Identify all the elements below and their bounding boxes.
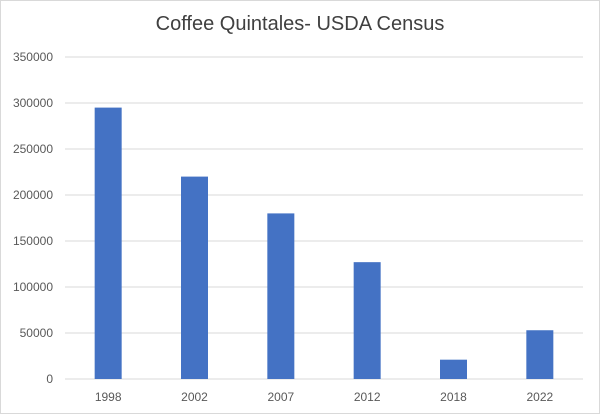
bar-1998 xyxy=(94,107,122,379)
y-tick-label: 250000 xyxy=(13,142,53,156)
bar-2022 xyxy=(526,330,554,379)
chart-title: Coffee Quintales- USDA Census xyxy=(155,13,445,35)
x-tick-label: 2002 xyxy=(181,390,208,404)
bar-2018 xyxy=(440,359,467,379)
x-tick-label: 2018 xyxy=(440,390,467,404)
y-tick-label: 350000 xyxy=(13,50,53,64)
x-tick-label: 2012 xyxy=(354,390,381,404)
y-axis-ticks: 0 50000 100000 150000 200000 250000 300000 3500… xyxy=(13,50,53,386)
y-tick-label: 0 xyxy=(46,372,53,386)
gridlines xyxy=(65,56,583,380)
x-axis-ticks: 1998 2002 2007 2012 2018 2022 xyxy=(95,390,554,404)
y-tick-label: 300000 xyxy=(13,96,53,110)
y-tick-label: 50000 xyxy=(20,326,54,340)
y-tick-label: 150000 xyxy=(13,234,53,248)
x-tick-label: 1998 xyxy=(95,390,122,404)
y-tick-label: 200000 xyxy=(13,188,53,202)
y-tick-label: 100000 xyxy=(13,280,53,294)
bar-2012 xyxy=(353,262,381,379)
x-tick-label: 2007 xyxy=(267,390,294,404)
bar-2002 xyxy=(181,176,208,379)
bar-2007 xyxy=(267,213,295,379)
bars xyxy=(94,107,554,379)
x-tick-label: 2022 xyxy=(526,390,553,404)
